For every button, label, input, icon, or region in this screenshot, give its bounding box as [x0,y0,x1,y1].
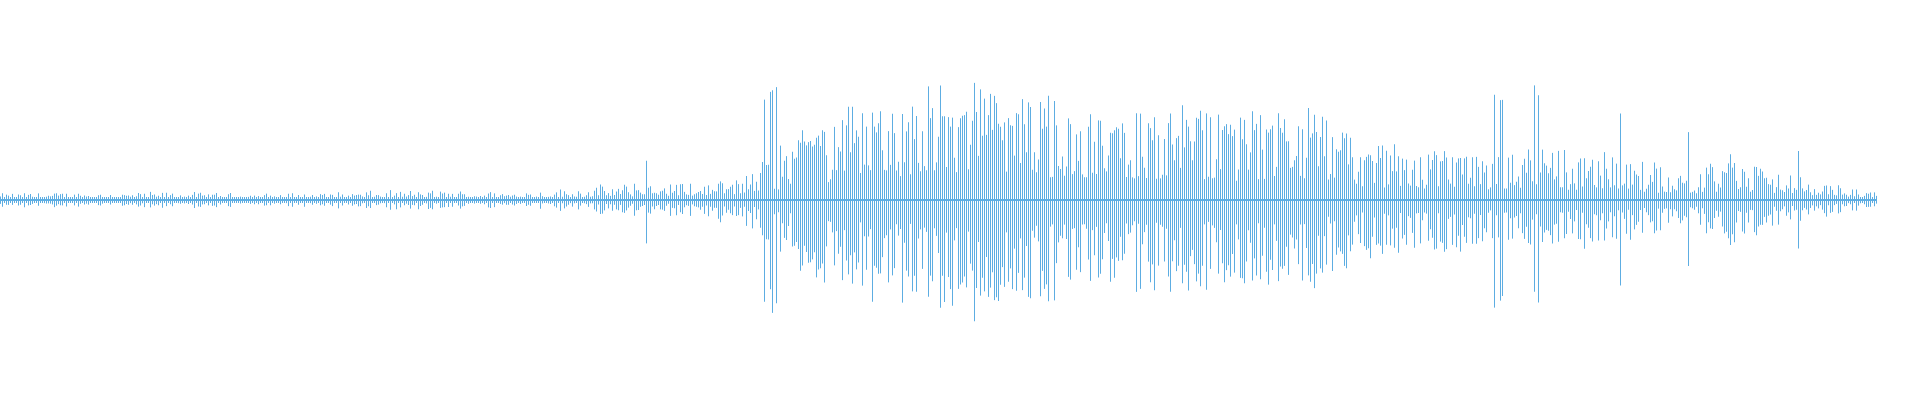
audio-waveform [0,82,1877,322]
